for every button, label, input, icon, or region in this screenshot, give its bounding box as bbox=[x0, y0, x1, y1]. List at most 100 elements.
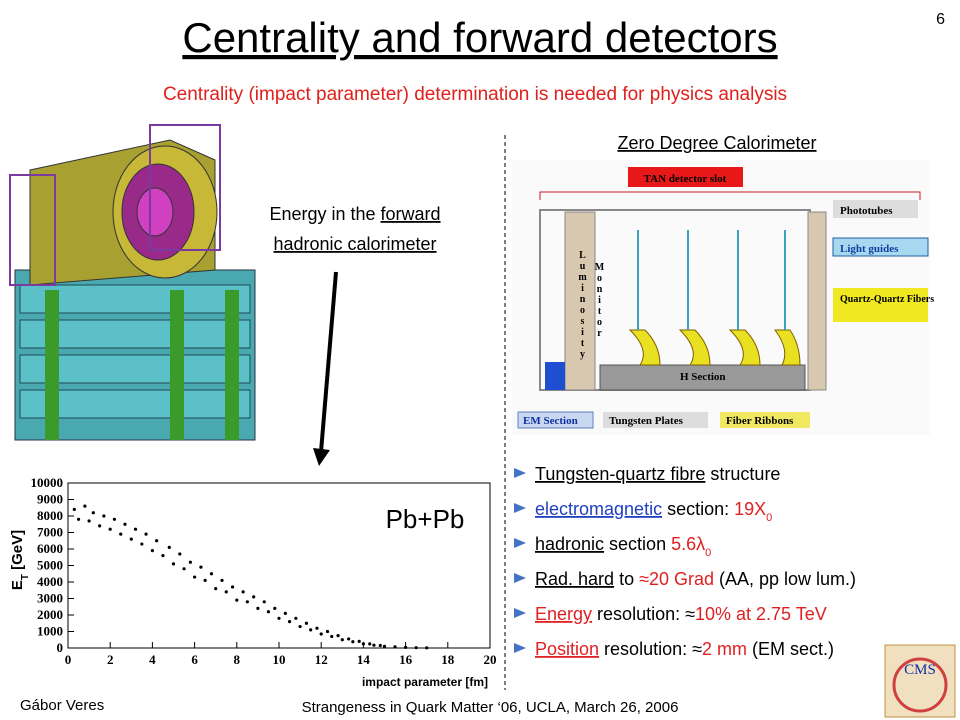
bullet-marker bbox=[514, 643, 526, 653]
text-run: 19X bbox=[734, 499, 766, 519]
text-run: (EM sect.) bbox=[747, 639, 834, 659]
scatter-point bbox=[98, 524, 102, 528]
scatter-point bbox=[283, 611, 287, 615]
plot-frame bbox=[67, 482, 491, 649]
scatter-point bbox=[144, 532, 148, 536]
scatter-point bbox=[357, 639, 361, 644]
y-axis-label-sub: T bbox=[20, 574, 31, 580]
bullet-text: Tungsten-quartz fibre structure bbox=[535, 464, 780, 484]
scatter-point bbox=[245, 600, 249, 604]
text-run: 10% at 2.75 TeV bbox=[695, 604, 827, 624]
zdc-title: Zero Degree Calorimeter bbox=[617, 133, 816, 153]
diagram-label: Phototubes bbox=[840, 205, 893, 217]
y-tick-label: 5000 bbox=[37, 558, 63, 573]
diagram-label: TAN detector slot bbox=[644, 173, 727, 185]
text-run: Energy bbox=[535, 604, 592, 624]
x-tick-label: 10 bbox=[273, 652, 286, 667]
y-tick-label: 0 bbox=[57, 640, 64, 655]
scatter-point bbox=[319, 632, 323, 636]
bullet-list: Tungsten-quartz fibre structure electroma… bbox=[514, 464, 856, 659]
y-tick-label: 8000 bbox=[37, 508, 63, 523]
scatter-point bbox=[235, 598, 239, 602]
y-tick-label: 10000 bbox=[31, 475, 64, 490]
logo-text: CMS bbox=[904, 662, 936, 678]
x-tick-label: 12 bbox=[315, 652, 328, 667]
text-run: ≈20 Grad bbox=[639, 569, 714, 589]
bullet-marker bbox=[514, 538, 526, 548]
footer-event: Strangeness in Quark Matter ‘06, UCLA, M… bbox=[302, 699, 679, 716]
x-tick-label: 6 bbox=[191, 652, 198, 667]
zdc-diagram bbox=[512, 160, 930, 435]
text-run: resolution: ≈ bbox=[592, 604, 695, 624]
x-tick-label: 14 bbox=[357, 652, 371, 667]
scatter-point bbox=[214, 587, 218, 591]
scatter-point bbox=[123, 522, 127, 526]
scatter-point bbox=[298, 624, 302, 629]
scatter-point bbox=[230, 585, 235, 589]
arrow-head bbox=[313, 448, 330, 466]
text-run: Position bbox=[535, 639, 599, 659]
text-run: resolution: ≈ bbox=[599, 639, 702, 659]
scatter-point bbox=[241, 590, 245, 594]
scatter-point bbox=[404, 645, 408, 649]
scatter-point bbox=[220, 578, 224, 582]
x-tick-label: 20 bbox=[484, 652, 497, 667]
y-tick-label: 9000 bbox=[37, 492, 63, 507]
scatter-point bbox=[287, 620, 292, 624]
scatter-point bbox=[325, 629, 330, 634]
x-axis-label: impact parameter [fm] bbox=[362, 675, 488, 689]
scatter-point bbox=[252, 595, 256, 599]
scatter-point bbox=[425, 646, 429, 650]
text-run: hadronic bbox=[535, 534, 604, 554]
scatter-point bbox=[150, 549, 154, 553]
scatter-point bbox=[171, 562, 176, 566]
y-tick-label: 1000 bbox=[37, 624, 63, 639]
text-run: section bbox=[604, 534, 671, 554]
scatter-point bbox=[294, 616, 298, 620]
bullet-text: Position resolution: ≈2 mm (EM sect.) bbox=[535, 639, 834, 659]
scatter-point bbox=[368, 642, 372, 646]
page-number: 6 bbox=[936, 11, 945, 28]
bullet-marker bbox=[514, 608, 526, 618]
scatter-point bbox=[347, 637, 351, 641]
scatter-point bbox=[140, 542, 144, 546]
diagram-label: Quartz-Quartz Fibers bbox=[840, 294, 934, 305]
bullet-marker bbox=[514, 468, 526, 478]
bullet-text: electromagnetic section: 19X0 bbox=[535, 499, 772, 524]
bullet-marker bbox=[514, 503, 526, 513]
scatter-point bbox=[182, 567, 186, 571]
scatter-point bbox=[209, 572, 214, 576]
scatter-point bbox=[72, 507, 76, 511]
arrow-shaft bbox=[319, 271, 338, 453]
scatter-point bbox=[193, 575, 197, 579]
scatter-point bbox=[315, 626, 319, 630]
y-axis-label: ET [GeV] bbox=[9, 530, 31, 590]
scatter-point bbox=[129, 537, 133, 541]
x-tick-label: 0 bbox=[65, 652, 72, 667]
bullet-marker bbox=[514, 573, 526, 583]
diagram-label: H Section bbox=[680, 371, 726, 383]
y-tick-label: 6000 bbox=[37, 541, 63, 556]
scatter-point bbox=[199, 565, 203, 569]
scatter-point bbox=[112, 517, 117, 521]
scatter-point bbox=[256, 606, 260, 611]
scatter-point bbox=[167, 545, 171, 549]
text-run: 0 bbox=[766, 512, 772, 524]
bullet-text: Energy resolution: ≈10% at 2.75 TeV bbox=[535, 604, 827, 624]
text-run: (AA, pp low lum.) bbox=[714, 569, 856, 589]
slide-title: Centrality and forward detectors bbox=[182, 14, 777, 61]
text-run: 5.6λ bbox=[671, 534, 705, 554]
note-line: Energy in the forward bbox=[269, 204, 440, 224]
diagram-label: Monitor bbox=[594, 262, 605, 339]
text-run: to bbox=[614, 569, 639, 589]
scatter-point bbox=[372, 643, 376, 647]
scatter-point bbox=[102, 514, 106, 518]
scatter-point bbox=[382, 644, 387, 648]
scatter-point bbox=[309, 628, 313, 632]
text-run: Rad. hard bbox=[535, 569, 614, 589]
x-tick-label: 2 bbox=[107, 652, 114, 667]
scatter-point bbox=[178, 552, 182, 556]
scatter-point bbox=[393, 645, 397, 649]
